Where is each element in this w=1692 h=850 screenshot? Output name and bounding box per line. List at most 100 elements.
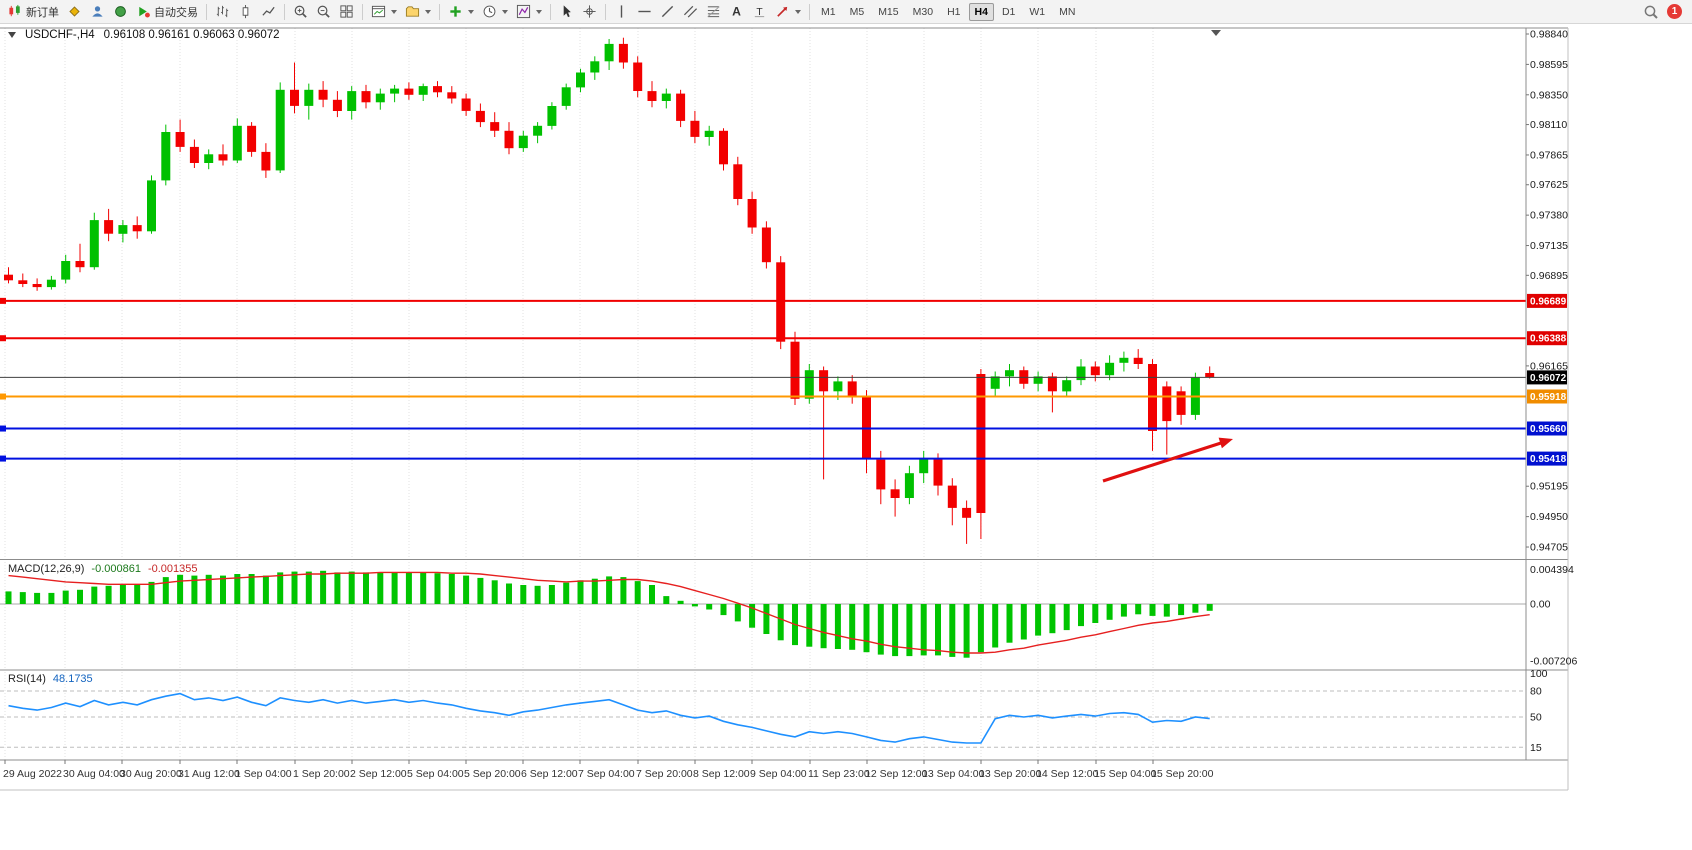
rsi-axis-label: 15 (1530, 742, 1542, 754)
chartplus-icon (371, 4, 386, 19)
arrows-button[interactable] (772, 2, 804, 22)
macd-histogram-bar (391, 572, 398, 604)
macd-histogram-bar (1035, 604, 1042, 636)
cursor-button[interactable] (556, 2, 577, 22)
timeframe-buttons: M1 M5 M15 M30 H1 H4 D1 W1 MN (814, 2, 1082, 21)
candle-body (919, 458, 929, 474)
time-label: 1 Sep 04:00 (235, 768, 292, 780)
timeframe-D1[interactable]: D1 (1001, 5, 1016, 18)
time-label: 8 Sep 12:00 (693, 768, 750, 780)
horizontal-line-button[interactable] (634, 2, 655, 22)
macd-histogram-bar (320, 570, 327, 604)
bars-icon (215, 4, 230, 19)
notification-badge[interactable]: 1 (1667, 4, 1682, 19)
clock-icon (482, 4, 497, 19)
candle-body (32, 284, 42, 288)
one-click-trading-icon[interactable] (8, 32, 16, 38)
line-anchor[interactable] (0, 455, 6, 462)
periods-button[interactable] (479, 2, 511, 22)
price-label: 0.96165 (1530, 360, 1568, 372)
macd-histogram-bar (448, 574, 455, 604)
trend-arrow[interactable] (1102, 441, 1222, 483)
time-label: 15 Sep 20:00 (1151, 768, 1214, 780)
macd-label: MACD(12,26,9) (8, 563, 85, 575)
grid-icon (339, 4, 354, 19)
zoom-in-button[interactable] (290, 2, 311, 22)
macd-histogram-bar (420, 572, 427, 604)
candle-body (1162, 386, 1172, 422)
crosshair-button[interactable] (579, 2, 600, 22)
data-window-button[interactable] (110, 2, 131, 22)
hline-icon (637, 4, 652, 19)
timeframe-H1[interactable]: H1 (947, 5, 961, 18)
timeframe-MN[interactable]: MN (1059, 5, 1076, 18)
new-order-button[interactable]: 新订单 (5, 2, 62, 22)
channel-button[interactable] (680, 2, 701, 22)
fibonacci-button[interactable] (703, 2, 724, 22)
chart-profile-button[interactable] (64, 2, 85, 22)
timeframe-W1[interactable]: W1 (1029, 5, 1046, 18)
macd-header: MACD(12,26,9) -0.000861 -0.001355 (8, 563, 198, 575)
macd-histogram-bar (591, 578, 598, 604)
zoom-out-button[interactable] (313, 2, 334, 22)
macd-histogram-bar (677, 600, 684, 604)
line-anchor[interactable] (0, 335, 6, 342)
search-icon[interactable] (1643, 4, 1659, 20)
timeframe-M15[interactable]: M15 (878, 5, 899, 18)
candle-body (1176, 391, 1186, 415)
new-chart-button[interactable] (368, 2, 400, 22)
market-watch-button[interactable] (87, 2, 108, 22)
tile-windows-button[interactable] (336, 2, 357, 22)
trend-arrow-head[interactable] (1218, 437, 1233, 449)
candle-body (618, 43, 628, 63)
macd-histogram-bar (291, 571, 298, 604)
line-anchor[interactable] (0, 393, 6, 400)
macd-histogram-bar (62, 590, 69, 604)
textA-icon: A (729, 4, 744, 19)
time-label: 2 Sep 12:00 (350, 768, 407, 780)
timeframe-M1[interactable]: M1 (821, 5, 836, 18)
macd-panel (0, 570, 1526, 658)
candle-body (433, 86, 442, 93)
price-marker-label: 0.96689 (1530, 296, 1567, 307)
toolbar-separator (605, 3, 606, 20)
macd-histogram-bar (849, 604, 856, 650)
candle-body (332, 99, 342, 111)
macd-axis-label: 0.004394 (1530, 564, 1574, 576)
price-axis: 0.98840 0.98595 0.98350 0.98110 0.97865 0.976… (1526, 29, 1577, 754)
timeframe-M5[interactable]: M5 (849, 5, 865, 18)
trendline-button[interactable] (657, 2, 678, 22)
text-label-button[interactable]: T (749, 2, 770, 22)
timeframe-M30[interactable]: M30 (912, 5, 934, 18)
macd-histogram-bar (1120, 604, 1127, 617)
autotrade-button[interactable]: 自动交易 (133, 2, 201, 22)
time-label: 13 Sep 20:00 (979, 768, 1042, 780)
bar-chart-button[interactable] (212, 2, 233, 22)
templates-button[interactable] (513, 2, 545, 22)
candle-body (876, 459, 886, 490)
candle-body (690, 120, 700, 137)
timeframe-H4[interactable]: H4 (968, 2, 994, 21)
macd-axis-label: -0.007206 (1530, 655, 1577, 667)
line-chart-button[interactable] (258, 2, 279, 22)
profiles-button[interactable] (402, 2, 434, 22)
vertical-line-button[interactable] (611, 2, 632, 22)
fibo-icon (706, 4, 721, 19)
candlestick-chart-button[interactable] (235, 2, 256, 22)
macd-histogram-bar (577, 580, 584, 604)
candle-body (1133, 357, 1143, 364)
macd-histogram-bar (463, 575, 470, 604)
profiles-icon (405, 4, 420, 19)
time-label: 5 Sep 20:00 (464, 768, 521, 780)
macd-histogram-bar (162, 577, 169, 604)
toolbar-separator (362, 3, 363, 20)
text-button[interactable]: A (726, 2, 747, 22)
macd-histogram-bar (220, 575, 226, 604)
indicators-button[interactable] (445, 2, 477, 22)
line-icon (261, 4, 276, 19)
panel-borders (0, 27, 1569, 791)
line-anchor[interactable] (0, 425, 6, 432)
line-anchor[interactable] (0, 297, 6, 304)
rsi-value: 48.1735 (52, 673, 93, 685)
